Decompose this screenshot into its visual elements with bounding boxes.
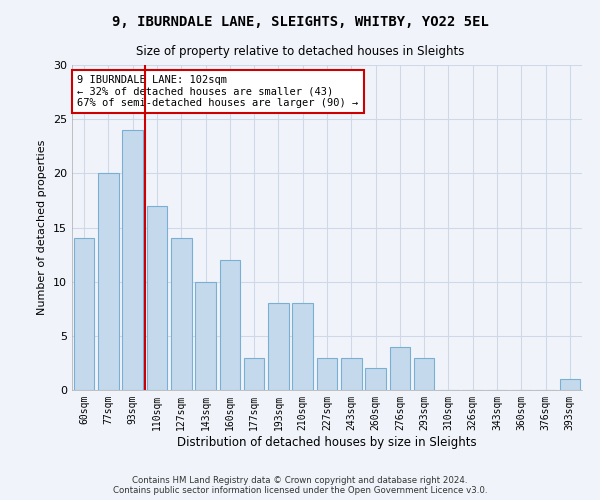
Bar	[365, 368, 386, 390]
Text: Contains HM Land Registry data © Crown copyright and database right 2024.
Contai: Contains HM Land Registry data © Crown c…	[113, 476, 487, 495]
Bar	[341, 358, 362, 390]
Bar	[560, 379, 580, 390]
Bar	[146, 206, 167, 390]
Bar	[414, 358, 434, 390]
Bar	[292, 304, 313, 390]
Bar	[268, 304, 289, 390]
Bar	[220, 260, 240, 390]
Text: 9 IBURNDALE LANE: 102sqm
← 32% of detached houses are smaller (43)
67% of semi-d: 9 IBURNDALE LANE: 102sqm ← 32% of detach…	[77, 74, 358, 108]
X-axis label: Distribution of detached houses by size in Sleights: Distribution of detached houses by size …	[177, 436, 477, 448]
Bar	[389, 346, 410, 390]
Bar	[195, 282, 216, 390]
Bar	[98, 174, 119, 390]
Text: 9, IBURNDALE LANE, SLEIGHTS, WHITBY, YO22 5EL: 9, IBURNDALE LANE, SLEIGHTS, WHITBY, YO2…	[112, 15, 488, 29]
Bar	[171, 238, 191, 390]
Bar	[317, 358, 337, 390]
Y-axis label: Number of detached properties: Number of detached properties	[37, 140, 47, 315]
Bar	[244, 358, 265, 390]
Text: Size of property relative to detached houses in Sleights: Size of property relative to detached ho…	[136, 45, 464, 58]
Bar	[122, 130, 143, 390]
Bar	[74, 238, 94, 390]
